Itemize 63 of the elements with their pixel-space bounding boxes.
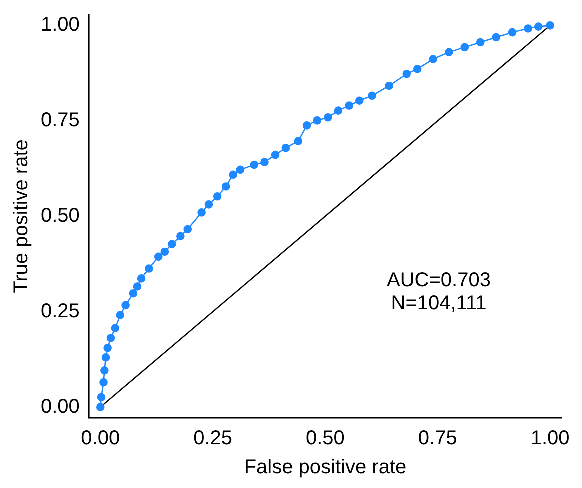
point [271, 150, 280, 160]
point [97, 393, 106, 402]
point [334, 106, 343, 115]
x-tick-label: 1.00 [530, 428, 570, 450]
point [168, 240, 176, 249]
point [324, 114, 332, 122]
point [260, 158, 269, 166]
y-tick-label: 0.75 [40, 110, 80, 132]
annotation: AUC=0.703 [387, 269, 491, 292]
annotation: N=104,111 [391, 292, 487, 314]
point [402, 70, 412, 78]
point [145, 264, 154, 273]
point [104, 344, 112, 352]
point [546, 22, 554, 30]
point [106, 334, 116, 342]
point [444, 48, 454, 57]
point [176, 232, 185, 240]
point [282, 144, 290, 152]
point [302, 122, 312, 130]
point [385, 82, 394, 90]
x-axis-title: False positive rate [244, 456, 407, 479]
x-tick-label: 0.75 [418, 428, 458, 450]
x-tick-label: 0.25 [194, 428, 233, 450]
point [160, 248, 170, 256]
point [460, 43, 470, 52]
x-tick-label: 0.00 [81, 428, 120, 450]
point [129, 289, 138, 298]
point [111, 324, 120, 332]
y-tick-label: 0.25 [40, 300, 80, 322]
point [213, 192, 222, 201]
point [116, 311, 125, 320]
y-axis-title: True positive rate [10, 140, 33, 294]
point [137, 274, 146, 283]
point [102, 354, 110, 362]
x-tick-label: 0.50 [306, 428, 345, 450]
y-tick-label: 0.50 [40, 205, 80, 228]
point [476, 38, 485, 47]
point [414, 65, 422, 74]
point [345, 102, 354, 110]
point [204, 200, 214, 209]
point [313, 116, 322, 125]
point [133, 282, 142, 291]
point [154, 252, 163, 262]
point [250, 160, 259, 170]
point [429, 55, 438, 64]
y-tick-label: 0.00 [40, 396, 80, 418]
point [355, 96, 364, 106]
point [508, 28, 517, 37]
point [368, 92, 376, 100]
point [236, 166, 245, 174]
point [100, 378, 108, 387]
point [96, 403, 105, 412]
point [198, 208, 206, 217]
point [222, 182, 230, 191]
point [492, 33, 500, 42]
point [229, 170, 238, 180]
point [184, 225, 192, 234]
point [294, 137, 303, 146]
point [524, 24, 532, 33]
point [534, 22, 543, 31]
point [100, 366, 109, 375]
y-tick-label: 1.00 [40, 14, 80, 36]
point [122, 301, 130, 310]
